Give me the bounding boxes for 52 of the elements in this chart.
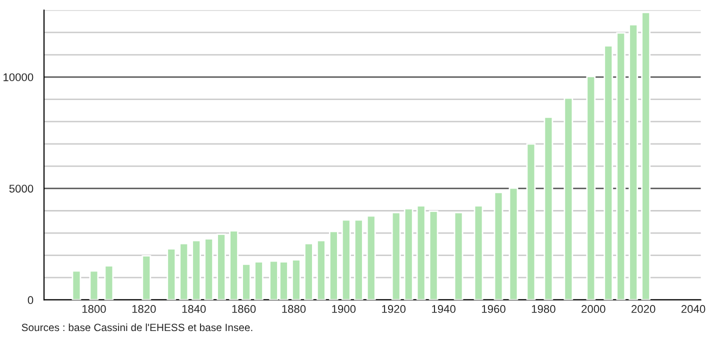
bar: [544, 116, 554, 300]
bar: [391, 212, 401, 300]
x-tick-label: 1840: [182, 305, 206, 313]
bar: [216, 233, 226, 300]
bar: [242, 264, 251, 300]
bar: [616, 32, 626, 300]
x-tick-label: 1800: [82, 305, 106, 313]
bar: [416, 205, 426, 300]
bar: [641, 12, 651, 300]
bar: [454, 212, 464, 300]
bar: [179, 242, 189, 300]
bar: [329, 230, 338, 300]
bar: [166, 248, 176, 300]
x-tick-label: 1940: [432, 305, 456, 313]
bar: [604, 45, 614, 300]
bar: [366, 215, 376, 300]
bar: [341, 219, 351, 300]
x-tick-label: 2040: [681, 305, 706, 313]
x-tick-label: 1880: [282, 305, 306, 313]
x-tick-label: 1980: [532, 305, 556, 313]
x-tick-label: 2020: [632, 305, 656, 313]
bar: [428, 210, 438, 300]
bar: [404, 208, 414, 300]
x-tick-label: 2000: [582, 305, 606, 313]
bar: [104, 265, 114, 300]
bar: [586, 76, 596, 300]
y-tick-label: 5000: [9, 184, 34, 193]
bar: [474, 205, 484, 300]
bar: [304, 242, 314, 300]
bar: [72, 270, 82, 300]
bar: [89, 270, 99, 300]
bar: [292, 259, 301, 300]
y-tick-label: 10000: [4, 73, 34, 82]
x-tick-label: 1860: [232, 305, 256, 313]
x-tick-label: 1820: [132, 305, 156, 313]
bar: [204, 238, 214, 300]
x-tick-label: 1960: [482, 305, 506, 313]
bar: [192, 240, 202, 300]
bar: [526, 143, 536, 300]
bar: [494, 192, 504, 300]
bar: [354, 219, 364, 300]
bar: [254, 261, 264, 300]
bar: [564, 97, 574, 300]
x-tick-label: 1920: [382, 305, 406, 313]
bar: [316, 240, 326, 300]
bar: [508, 187, 518, 300]
source-note: Sources : base Cassini de l'EHESS et base Insee.: [22, 323, 252, 332]
x-tick-label: 1900: [332, 305, 356, 313]
bar: [628, 24, 638, 300]
y-tick-label: 0: [28, 296, 34, 304]
bar: [229, 230, 238, 300]
bar: [142, 255, 152, 300]
